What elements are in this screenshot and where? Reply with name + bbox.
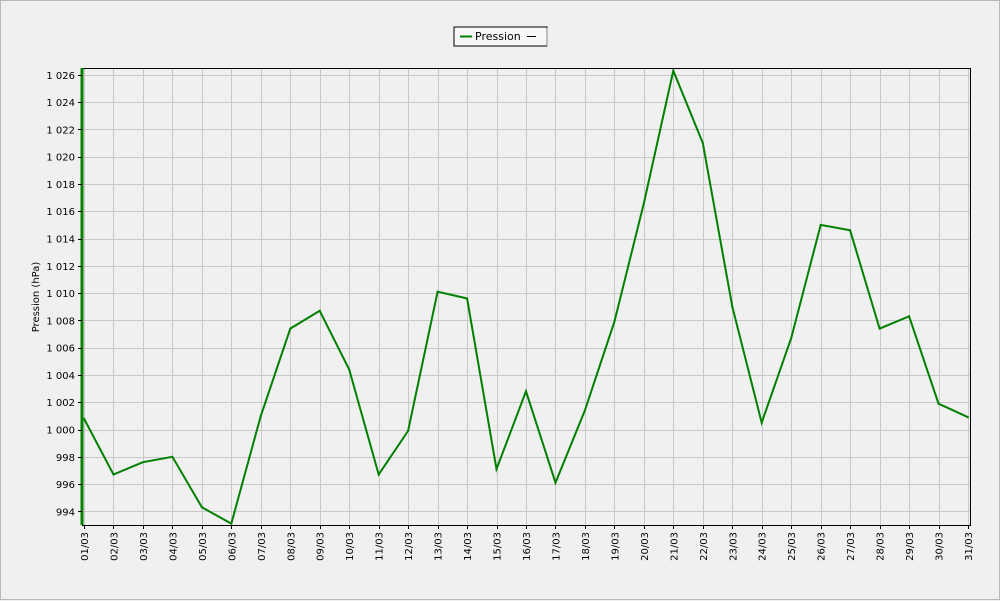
axes [78,68,971,529]
data-point [289,327,292,330]
y-tick-label: 1 008 [46,316,75,327]
series-layer [83,67,969,526]
data-point [466,297,469,300]
data-point [318,309,321,312]
gridlines [82,68,970,525]
x-tick-label: 05/03 [198,532,209,561]
x-tick-label: 09/03 [316,532,327,561]
x-tick-label: 27/03 [846,532,857,561]
x-tick-label: 08/03 [286,532,297,561]
data-point [908,315,911,318]
x-tick-label: 18/03 [581,532,592,561]
data-point [849,229,852,232]
data-point [878,327,881,330]
x-tick-label: 10/03 [345,532,356,561]
data-point [407,429,410,432]
y-tick-label: 1 004 [46,371,75,382]
y-tick-label: 1 002 [46,398,75,409]
data-point [790,337,793,340]
y-tick-label: 1 012 [46,262,75,273]
data-point [436,290,439,293]
data-point [495,468,498,471]
x-tick-label: 28/03 [876,532,887,561]
data-point [230,522,233,525]
x-tick-labels: 01/03 02/03 03/03 04/03 05/03 06/03 07/03 08/03… [80,532,975,561]
x-tick-label: 20/03 [640,532,651,561]
y-tick-label: 994 [56,507,75,518]
x-tick-label: 14/03 [463,532,474,561]
data-point [642,202,645,205]
y-tick-label: 1 018 [46,180,75,191]
data-point [112,473,115,476]
x-tick-label: 03/03 [139,532,150,561]
x-tick-label: 02/03 [109,532,120,561]
x-tick-label: 01/03 [80,532,91,561]
data-point [583,409,586,412]
data-point [819,223,822,226]
data-point [348,368,351,371]
x-tick-label: 11/03 [375,532,386,561]
y-tick-label: 996 [56,480,75,491]
x-tick-label: 29/03 [905,532,916,561]
x-tick-label: 07/03 [257,532,268,561]
x-tick-label: 15/03 [493,532,504,561]
x-tick-label: 24/03 [758,532,769,561]
legend: Pression [453,26,548,47]
x-tick-label: 23/03 [728,532,739,561]
data-point [377,473,380,476]
data-point [259,414,262,417]
data-point [937,402,940,405]
x-tick-label: 19/03 [610,532,621,561]
y-tick-labels: 994 996 998 1 000 1 002 1 004 1 006 1 008 1 010 1… [46,71,75,519]
data-point [613,320,616,323]
x-tick-label: 25/03 [787,532,798,561]
data-point [701,142,704,145]
x-tick-label: 13/03 [434,532,445,561]
y-tick-label: 1 016 [46,207,75,218]
x-tick-label: 06/03 [227,532,238,561]
x-tick-label: 26/03 [817,532,828,561]
x-tick-label: 22/03 [699,532,710,561]
y-axis-label: Pression (hPa) [31,262,42,333]
data-point [760,421,763,424]
y-tick-label: 1 006 [46,344,75,355]
data-point [731,305,734,308]
y-tick-label: 1 014 [46,235,75,246]
y-tick-label: 1 020 [46,153,75,164]
x-tick-label: 30/03 [935,532,946,561]
data-point [200,506,203,509]
x-tick-label: 12/03 [404,532,415,561]
y-tick-label: 1 022 [46,125,75,136]
legend-entry-pression: Pression [475,30,521,43]
data-point [967,416,969,419]
x-tick-label: 16/03 [522,532,533,561]
data-point [171,455,174,458]
x-tick-label: 21/03 [669,532,680,561]
data-point [141,461,144,464]
y-tick-label: 1 000 [46,426,75,437]
y-tick-label: 1 024 [46,98,75,109]
x-tick-label: 31/03 [964,532,975,561]
x-tick-label: 17/03 [551,532,562,561]
data-point [554,481,557,484]
y-tick-label: 1 010 [46,289,75,300]
data-point [672,69,675,72]
data-point [525,390,527,393]
x-tick-label: 04/03 [168,532,179,561]
y-tick-label: 998 [56,453,75,464]
y-tick-label: 1 026 [46,71,75,82]
